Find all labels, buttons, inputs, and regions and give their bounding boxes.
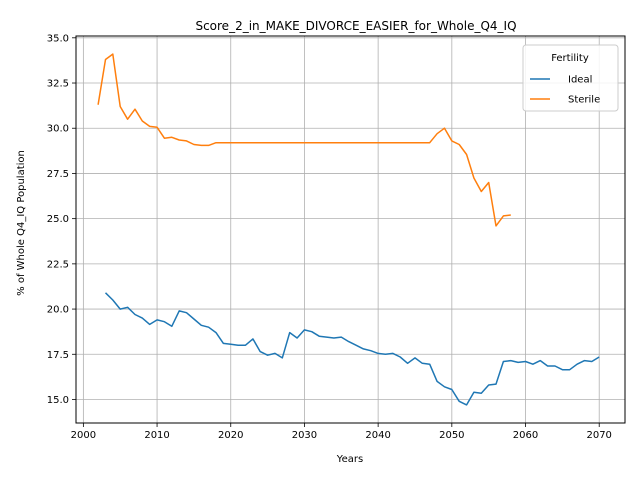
x-tick-label: 2000: [71, 430, 96, 441]
y-tick-label: 32.5: [47, 79, 69, 90]
series-group: [97, 53, 600, 406]
y-tick-label: 20.0: [47, 305, 69, 316]
x-tick-label: 2040: [365, 430, 390, 441]
grid-lines: [76, 36, 625, 423]
series-line-sterile: [97, 53, 511, 227]
y-axis-label: % of Whole Q4_IQ Population: [16, 150, 27, 296]
x-axis-label: Years: [336, 454, 363, 465]
legend-label-ideal: Ideal: [568, 75, 592, 86]
x-tick-label: 2050: [439, 430, 464, 441]
y-tick-label: 17.5: [47, 350, 69, 361]
x-tick-label: 2030: [292, 430, 317, 441]
chart-title: Score_2_in_MAKE_DIVORCE_EASIER_for_Whole…: [195, 19, 516, 33]
x-tick-label: 2010: [144, 430, 169, 441]
plot-frame: [75, 35, 626, 424]
legend: Fertility Ideal Sterile: [522, 44, 619, 112]
y-tick-label: 25.0: [47, 214, 69, 225]
x-tick-label: 2060: [513, 430, 538, 441]
y-tick-label: 22.5: [47, 259, 69, 270]
y-tick-label: 27.5: [47, 169, 69, 180]
legend-entries: Ideal Sterile: [530, 75, 600, 106]
x-tick-label: 2070: [586, 430, 611, 441]
series-line-ideal: [104, 292, 600, 406]
legend-box: [522, 44, 619, 112]
legend-label-sterile: Sterile: [568, 95, 600, 106]
y-tick-label: 30.0: [47, 124, 69, 135]
legend-title: Fertility: [551, 53, 589, 64]
y-tick-label: 35.0: [47, 33, 69, 44]
y-tick-label: 15.0: [47, 395, 69, 406]
x-tick-label: 2020: [218, 430, 243, 441]
axis-ticks: 2000 2010 2020 2030 2040 2050 2060 2070 15.0 17.5…: [47, 33, 612, 441]
